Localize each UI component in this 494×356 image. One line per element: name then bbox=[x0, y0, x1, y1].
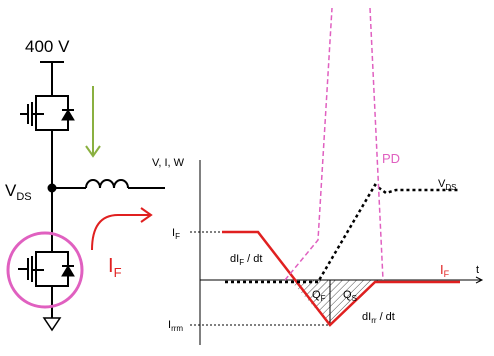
fall-slope: dIF / dt bbox=[230, 253, 262, 267]
label-part: Q bbox=[343, 289, 352, 301]
label-part: F bbox=[239, 258, 244, 267]
label-part: Q bbox=[312, 289, 321, 301]
label-part: I bbox=[440, 262, 444, 277]
label-part: V bbox=[5, 181, 17, 200]
label-part: / dt bbox=[244, 253, 262, 265]
label-part: I bbox=[168, 319, 171, 331]
qf-label: QF bbox=[312, 289, 326, 303]
current-label: IF bbox=[108, 255, 122, 280]
circuit bbox=[18, 61, 165, 332]
if-label: IF bbox=[440, 262, 450, 279]
node-label: VDS bbox=[5, 181, 32, 203]
label-part: F bbox=[175, 232, 180, 241]
pd-trace bbox=[369, 7, 384, 281]
pd-trace bbox=[284, 7, 333, 281]
if-level: IF bbox=[172, 227, 180, 241]
label-part: I bbox=[108, 255, 114, 277]
axis-label: V, I, W bbox=[152, 157, 185, 169]
recovery-area bbox=[290, 280, 380, 325]
if-trace bbox=[222, 230, 460, 327]
label-part: dI bbox=[230, 253, 239, 265]
label-part: DS bbox=[16, 191, 31, 203]
time-label: t bbox=[476, 264, 479, 276]
supply-label: 400 V bbox=[25, 37, 70, 56]
label-part: dI bbox=[362, 311, 371, 323]
qs-label: QS bbox=[343, 289, 357, 303]
pd-label: PD bbox=[382, 151, 400, 166]
label-part: S bbox=[352, 294, 357, 303]
label-part: F bbox=[114, 265, 122, 280]
irrm-level: Irrm bbox=[168, 319, 183, 333]
vds-trace bbox=[225, 183, 460, 284]
label-part: rr bbox=[371, 316, 377, 325]
label-part: F bbox=[444, 269, 450, 279]
label-part: I bbox=[172, 227, 175, 239]
vds-label: VDS bbox=[438, 178, 456, 192]
highlight-circle bbox=[6, 231, 84, 309]
label-part: / dt bbox=[377, 311, 395, 323]
rise-slope: dIrr / dt bbox=[362, 311, 395, 325]
label-part: rrm bbox=[171, 324, 183, 333]
label-part: V bbox=[438, 178, 446, 190]
red-arrow bbox=[91, 207, 153, 251]
green-arrow bbox=[85, 86, 101, 158]
label-part: DS bbox=[445, 183, 456, 192]
label-part: F bbox=[321, 294, 326, 303]
